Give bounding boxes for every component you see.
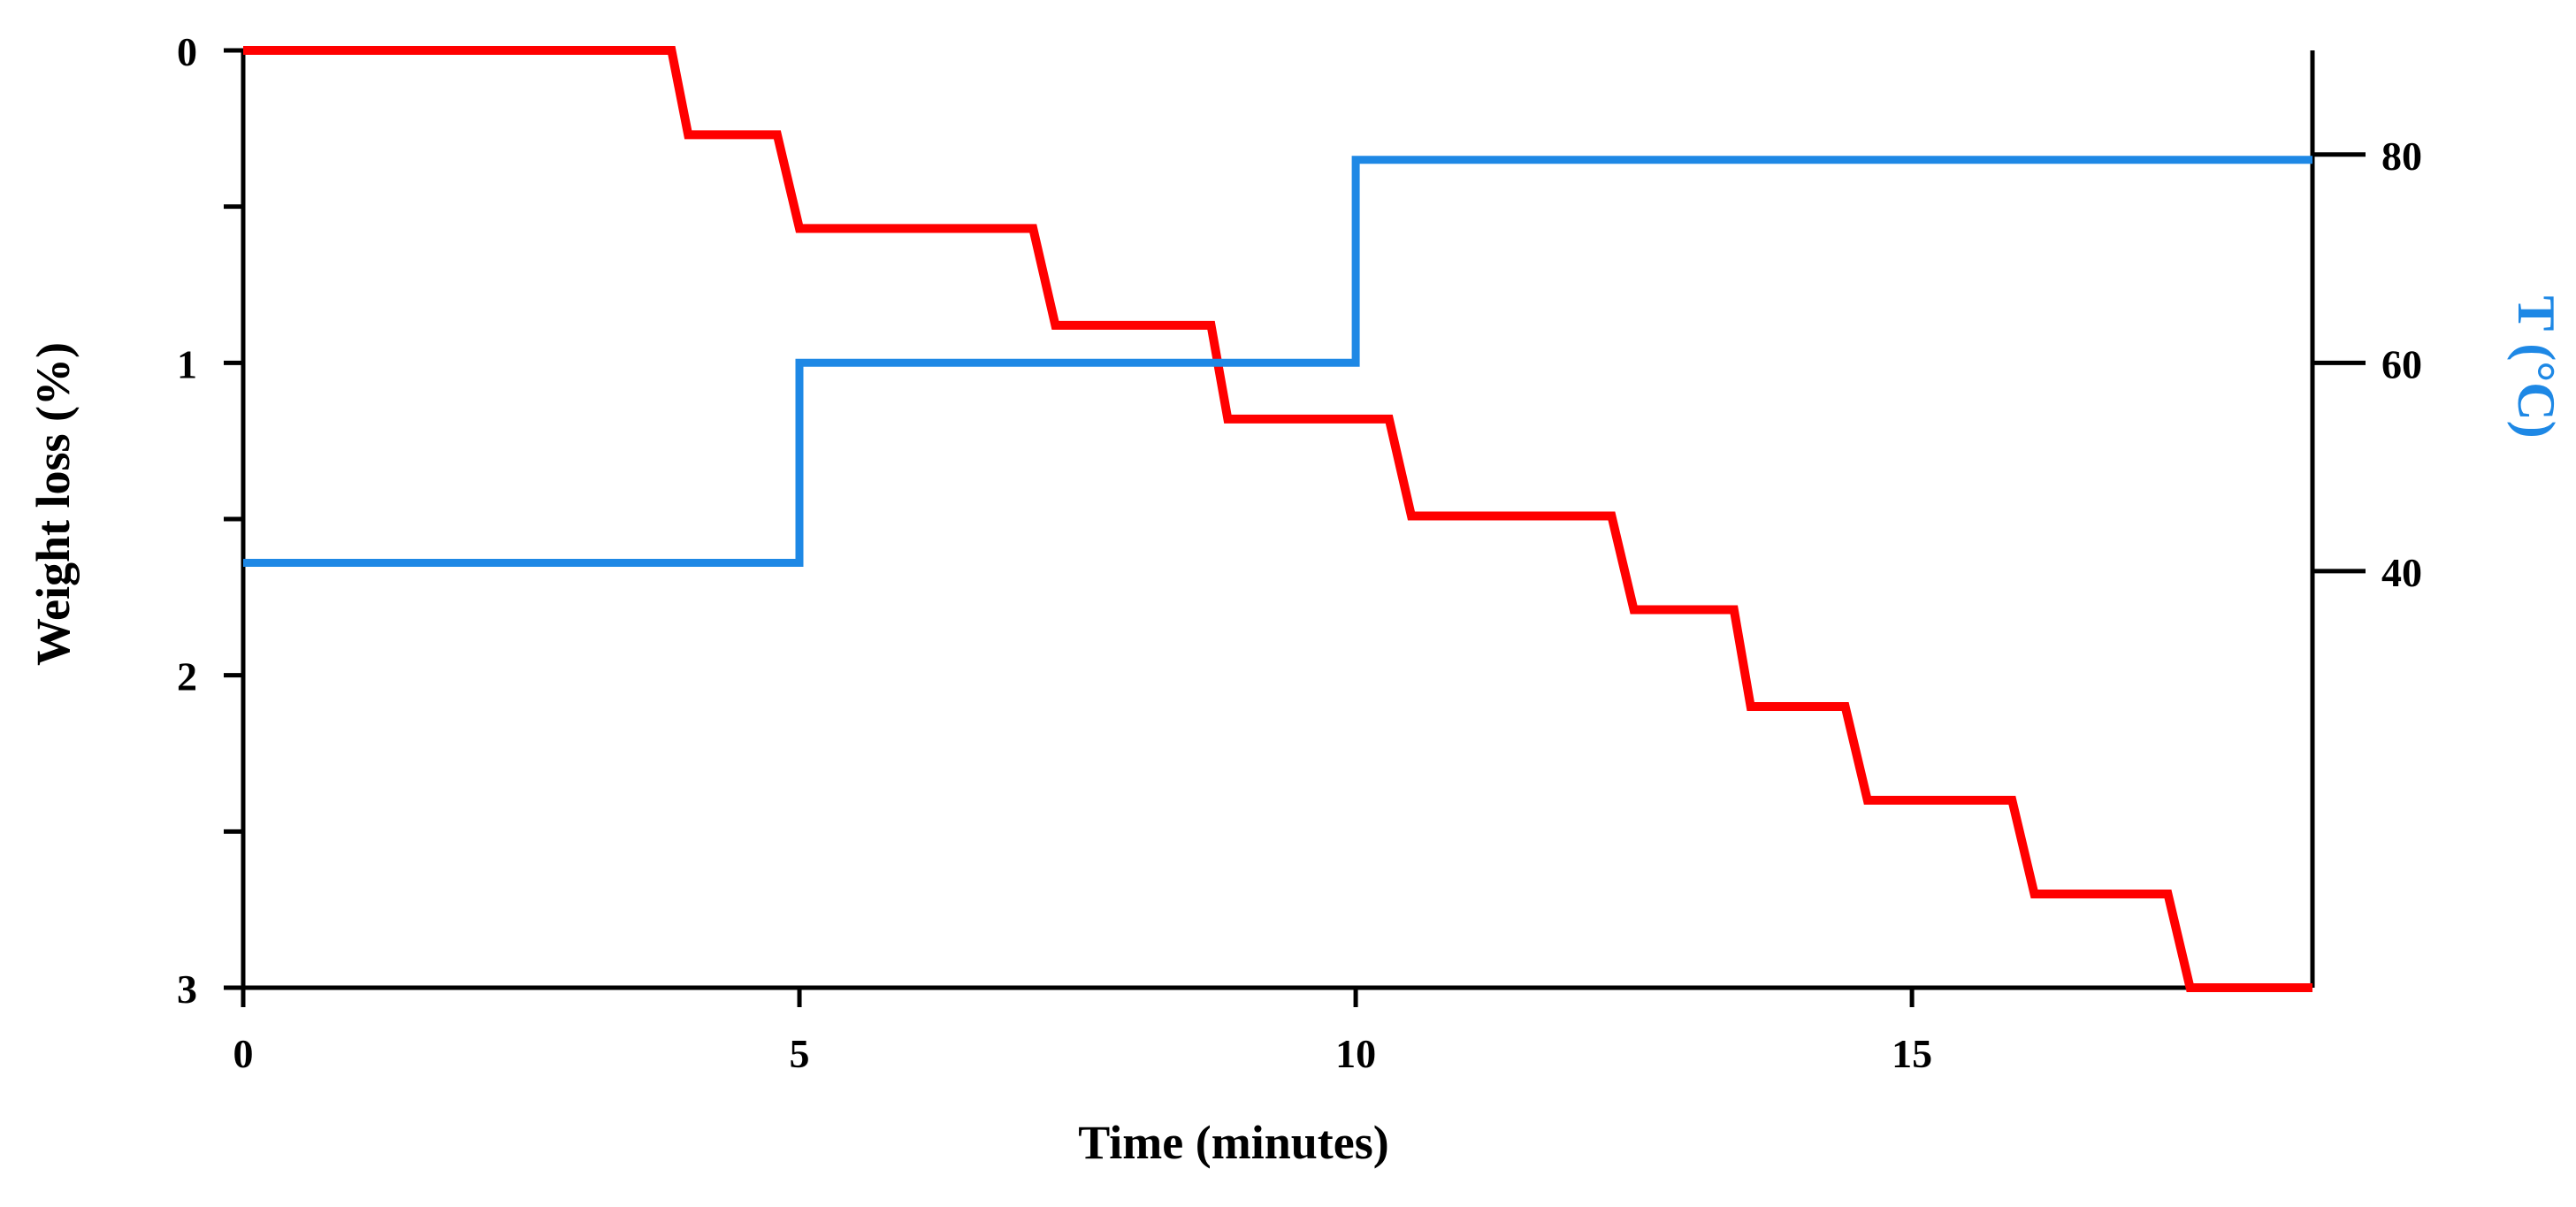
y-left-axis: 0 1 2 3: [177, 29, 243, 1012]
y-right-axis-label: T (°C): [2507, 295, 2565, 438]
x-tick-label-5: 5: [790, 1031, 810, 1076]
y-left-tick-label-0: 0: [177, 29, 197, 74]
y-right-tick-label-80: 80: [2381, 134, 2422, 179]
x-axis: 0 5 10 15: [233, 988, 1932, 1076]
y-right-axis: 40 60 80: [2312, 134, 2422, 595]
y-left-tick-label-3: 3: [177, 966, 197, 1012]
plot-frame: [241, 50, 2315, 997]
y-left-axis-label: Weight loss (%): [27, 342, 80, 666]
x-tick-label-15: 15: [1892, 1031, 1932, 1076]
weight-loss-series-line: [243, 46, 2312, 992]
y-left-tick-label-2: 2: [177, 654, 197, 699]
y-right-tick-label-40: 40: [2381, 550, 2422, 595]
x-axis-label: Time (minutes): [1078, 1116, 1388, 1169]
x-tick-label-0: 0: [233, 1031, 254, 1076]
series-layer: [243, 46, 2312, 992]
temperature-series-line: [243, 156, 2312, 567]
y-right-tick-label-60: 60: [2381, 341, 2422, 386]
y-left-tick-label-1: 1: [177, 341, 197, 386]
x-tick-label-10: 10: [1335, 1031, 1376, 1076]
